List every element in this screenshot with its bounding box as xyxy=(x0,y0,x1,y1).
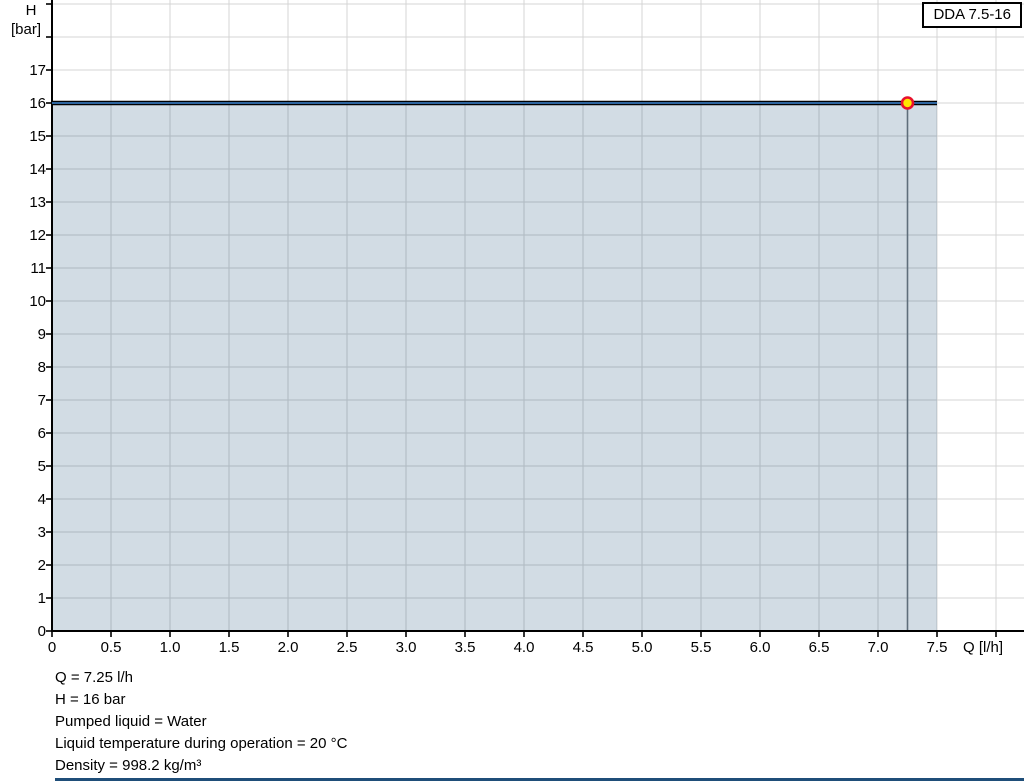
x-tick-label: 7.5 xyxy=(927,639,948,656)
info-line-temperature: Liquid temperature during operation = 20… xyxy=(55,735,348,752)
y-tick-label: 14 xyxy=(29,161,46,178)
x-tick-label: 3.5 xyxy=(455,639,476,656)
y-tick-label: 10 xyxy=(29,293,46,310)
legend-box: DDA 7.5-16 xyxy=(922,2,1022,28)
x-tick-label: 5.5 xyxy=(691,639,712,656)
x-tick-label: 2.5 xyxy=(337,639,358,656)
pump-curve-chart: 0 0.5 1.0 1.5 2.0 2.5 3.0 3.5 4.0 4.5 5.0 5.5 6.0 6.5… xyxy=(11,0,1024,656)
y-tick-label: 9 xyxy=(38,326,46,343)
legend-label: DDA 7.5-16 xyxy=(933,6,1011,23)
x-tick-label: 1.0 xyxy=(160,639,181,656)
x-tick-label: 0.5 xyxy=(101,639,122,656)
y-tick-label: 4 xyxy=(38,491,46,508)
info-line-flow: Q = 7.25 l/h xyxy=(55,669,133,686)
y-tick-label: 7 xyxy=(38,392,46,409)
y-tick-label: 11 xyxy=(30,260,46,277)
y-axis-unit: [bar] xyxy=(11,21,41,38)
y-tick-label: 15 xyxy=(29,128,46,145)
y-tick-label: 2 xyxy=(38,557,46,574)
y-tick-label: 12 xyxy=(29,227,46,244)
info-line-density: Density = 998.2 kg/m³ xyxy=(55,757,202,774)
x-tick-label: 0 xyxy=(48,639,56,656)
y-axis-title: H xyxy=(26,2,37,19)
info-line-head: H = 16 bar xyxy=(55,691,126,708)
y-tick-label: 13 xyxy=(29,194,46,211)
x-tick-label: 6.5 xyxy=(809,639,830,656)
y-tick-label: 5 xyxy=(38,458,46,475)
operating-point-marker[interactable] xyxy=(900,96,915,110)
x-tick-label: 6.0 xyxy=(750,639,771,656)
y-tick-label: 3 xyxy=(38,524,46,541)
operating-conditions: Q = 7.25 l/h H = 16 bar Pumped liquid = … xyxy=(55,667,347,777)
x-tick-label: 5.0 xyxy=(632,639,653,656)
x-tick-label: 4.0 xyxy=(514,639,535,656)
x-tick-label: 1.5 xyxy=(219,639,240,656)
y-tick-label: 0 xyxy=(38,623,46,640)
x-tick-label: 4.5 xyxy=(573,639,594,656)
x-tick-label: 7.0 xyxy=(868,639,889,656)
y-tick-label: 17 xyxy=(29,62,46,79)
y-tick-label: 1 xyxy=(38,590,46,607)
y-tick-label: 8 xyxy=(38,359,46,376)
bottom-divider-line xyxy=(55,778,1024,781)
y-tick-label: 16 xyxy=(29,95,46,112)
x-tick-label: 2.0 xyxy=(278,639,299,656)
info-line-liquid: Pumped liquid = Water xyxy=(55,713,207,730)
y-tick-label: 6 xyxy=(38,425,46,442)
capacity-area xyxy=(52,103,937,630)
x-axis-title: Q [l/h] xyxy=(963,639,1003,656)
x-tick-label: 3.0 xyxy=(396,639,417,656)
